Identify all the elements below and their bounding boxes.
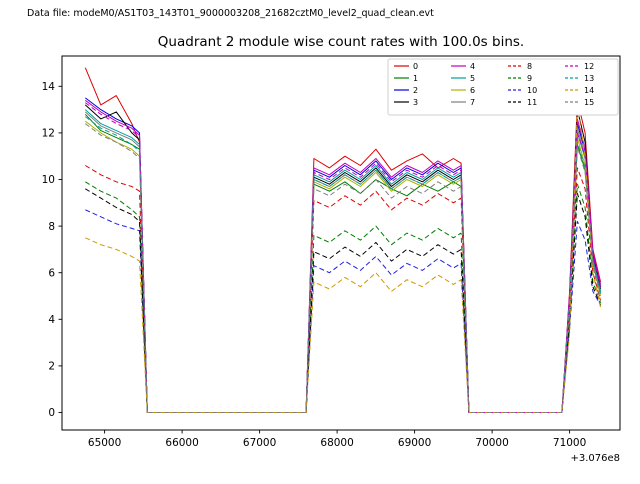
series-line-3 [84, 104, 602, 413]
tick-layer: 65000 66000 67000 68000 69000 70000 71000 0 2 4 6 8… [42, 81, 587, 449]
legend-label-3: 3 [413, 98, 418, 107]
x-tick-label: 71000 [553, 437, 586, 449]
legend-label-2: 2 [413, 86, 418, 95]
series-line-11 [85, 188, 602, 413]
datafile-label: Data file: modeM0/AS1T03_143T01_90000032… [27, 8, 434, 19]
x-tick-label: 65000 [88, 437, 121, 449]
legend-label-9: 9 [527, 74, 532, 83]
y-tick-label: 10 [42, 174, 55, 186]
x-tick-label: 67000 [243, 437, 276, 449]
series-line-10 [85, 209, 602, 413]
x-tick-label: 70000 [475, 437, 508, 449]
series-line-14 [85, 104, 602, 413]
series-line-2 [84, 97, 602, 413]
legend-label-7: 7 [470, 98, 475, 107]
x-tick-label: 69000 [398, 437, 431, 449]
y-tick-label: 12 [42, 128, 55, 140]
series-line-4 [85, 99, 602, 413]
x-tick-label: 66000 [165, 437, 198, 449]
legend-label-4: 4 [470, 62, 475, 71]
y-tick-label: 2 [48, 361, 55, 373]
x-offset-label: +3.076e8 [570, 453, 620, 464]
y-tick-label: 14 [42, 81, 56, 93]
series-line-9 [85, 181, 602, 413]
series-line-1 [84, 113, 602, 413]
legend-label-13: 13 [584, 74, 594, 83]
series-line-15 [85, 123, 602, 413]
legend-label-10: 10 [527, 86, 537, 95]
legend-box [387, 58, 619, 116]
legend-label-12: 12 [584, 62, 594, 71]
y-tick-label: 6 [48, 267, 55, 279]
legend-label-6: 6 [470, 86, 475, 95]
series-line-0 [84, 67, 602, 413]
series-layer [84, 67, 602, 413]
series-line-12 [84, 102, 602, 413]
y-tick-label: 0 [48, 407, 55, 419]
series-line-13 [85, 116, 602, 413]
series-line-8 [85, 165, 602, 413]
legend-label-14: 14 [584, 86, 594, 95]
legend-label-5: 5 [470, 74, 475, 83]
y-tick-label: 4 [48, 314, 55, 326]
chart-title: Quadrant 2 module wise count rates with … [158, 34, 524, 50]
legend-label-11: 11 [527, 98, 537, 107]
legend-label-15: 15 [584, 98, 594, 107]
axes-frame [61, 55, 621, 431]
y-tick-label: 8 [48, 221, 55, 233]
legend-label-1: 1 [413, 74, 418, 83]
x-tick-label: 68000 [320, 437, 353, 449]
legend-label-0: 0 [413, 62, 418, 71]
series-line-5 [84, 109, 602, 413]
legend-label-8: 8 [527, 62, 532, 71]
